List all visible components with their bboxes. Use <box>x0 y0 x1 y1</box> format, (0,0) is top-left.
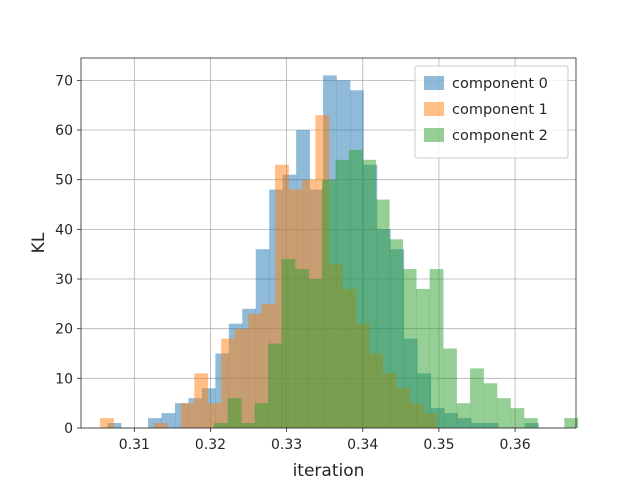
legend-box <box>414 65 569 159</box>
legend-label-2: component 2 <box>452 128 548 144</box>
bar-s2-b10 <box>348 149 363 428</box>
bar-s2-b5 <box>281 259 296 428</box>
legend-label-1: component 1 <box>452 102 548 118</box>
bar-s2-b19 <box>470 368 484 428</box>
bar-s2-b4 <box>268 343 282 428</box>
plot-frame <box>80 57 577 429</box>
x-tick-label-1: 0.32 <box>195 437 226 453</box>
y-tick-label-7: 70 <box>55 73 73 89</box>
bar-s2-b22 <box>510 408 525 428</box>
bar-s2-b1 <box>227 398 242 428</box>
x-axis-ticks: 0.31 0.32 0.33 0.34 0.35 0.36 <box>119 428 531 453</box>
x-tick-label-5: 0.36 <box>499 437 530 453</box>
x-tick-label-3: 0.34 <box>347 437 378 453</box>
bar-s1-b0 <box>100 418 114 428</box>
legend-swatch-0 <box>424 76 444 90</box>
y-axis-ticks: 0 10 20 30 40 50 60 70 <box>55 73 81 437</box>
y-tick-label-5: 50 <box>55 173 73 189</box>
bar-s2-b0 <box>214 423 229 428</box>
series-2 <box>214 149 579 429</box>
y-tick-label-3: 30 <box>55 272 73 288</box>
bar-s1-b8 <box>207 403 222 428</box>
x-tick-label-0: 0.31 <box>119 437 150 453</box>
bar-s2-b9 <box>335 159 350 429</box>
bar-s2-b14 <box>402 269 417 428</box>
bar-s2-b21 <box>497 398 511 428</box>
bar-s2-b20 <box>483 383 498 428</box>
bar-s1-b11 <box>248 313 262 428</box>
bar-s2-b26 <box>564 418 579 428</box>
bar-s2-b2 <box>241 423 255 428</box>
bar-s2-b13 <box>389 239 404 428</box>
bar-s2-b8 <box>321 179 336 428</box>
y-axis-label: KL <box>29 232 49 253</box>
x-tick-label-4: 0.35 <box>423 437 454 453</box>
y-tick-label-4: 40 <box>55 222 73 238</box>
y-tick-label-2: 20 <box>55 322 73 338</box>
bar-s1-b6 <box>180 403 195 428</box>
bar-s2-b15 <box>416 288 430 428</box>
bar-s2-b12 <box>375 199 390 428</box>
legend: component 0 component 1 component 2 <box>414 65 569 159</box>
bar-s2-b3 <box>254 403 269 428</box>
x-axis-label: iteration <box>293 461 365 480</box>
bar-s0-b0 <box>107 423 122 428</box>
legend-swatch-2 <box>424 128 444 142</box>
bar-s2-b18 <box>456 403 471 428</box>
bar-s2-b6 <box>295 269 309 428</box>
y-tick-label-6: 60 <box>55 123 73 139</box>
bar-s2-b23 <box>523 418 538 428</box>
bar-s1-b4 <box>153 423 168 428</box>
bar-s2-b16 <box>429 269 444 428</box>
legend-label-0: component 0 <box>452 76 548 92</box>
histogram-bars <box>100 75 579 429</box>
bar-s2-b7 <box>308 279 323 428</box>
bar-s2-b11 <box>362 159 377 429</box>
x-tick-label-2: 0.33 <box>271 437 302 453</box>
bar-s1-b7 <box>194 373 209 428</box>
legend-swatch-1 <box>424 102 444 116</box>
y-tick-label-1: 10 <box>55 371 73 387</box>
y-tick-label-0: 0 <box>64 421 73 437</box>
bar-s2-b17 <box>443 348 457 428</box>
